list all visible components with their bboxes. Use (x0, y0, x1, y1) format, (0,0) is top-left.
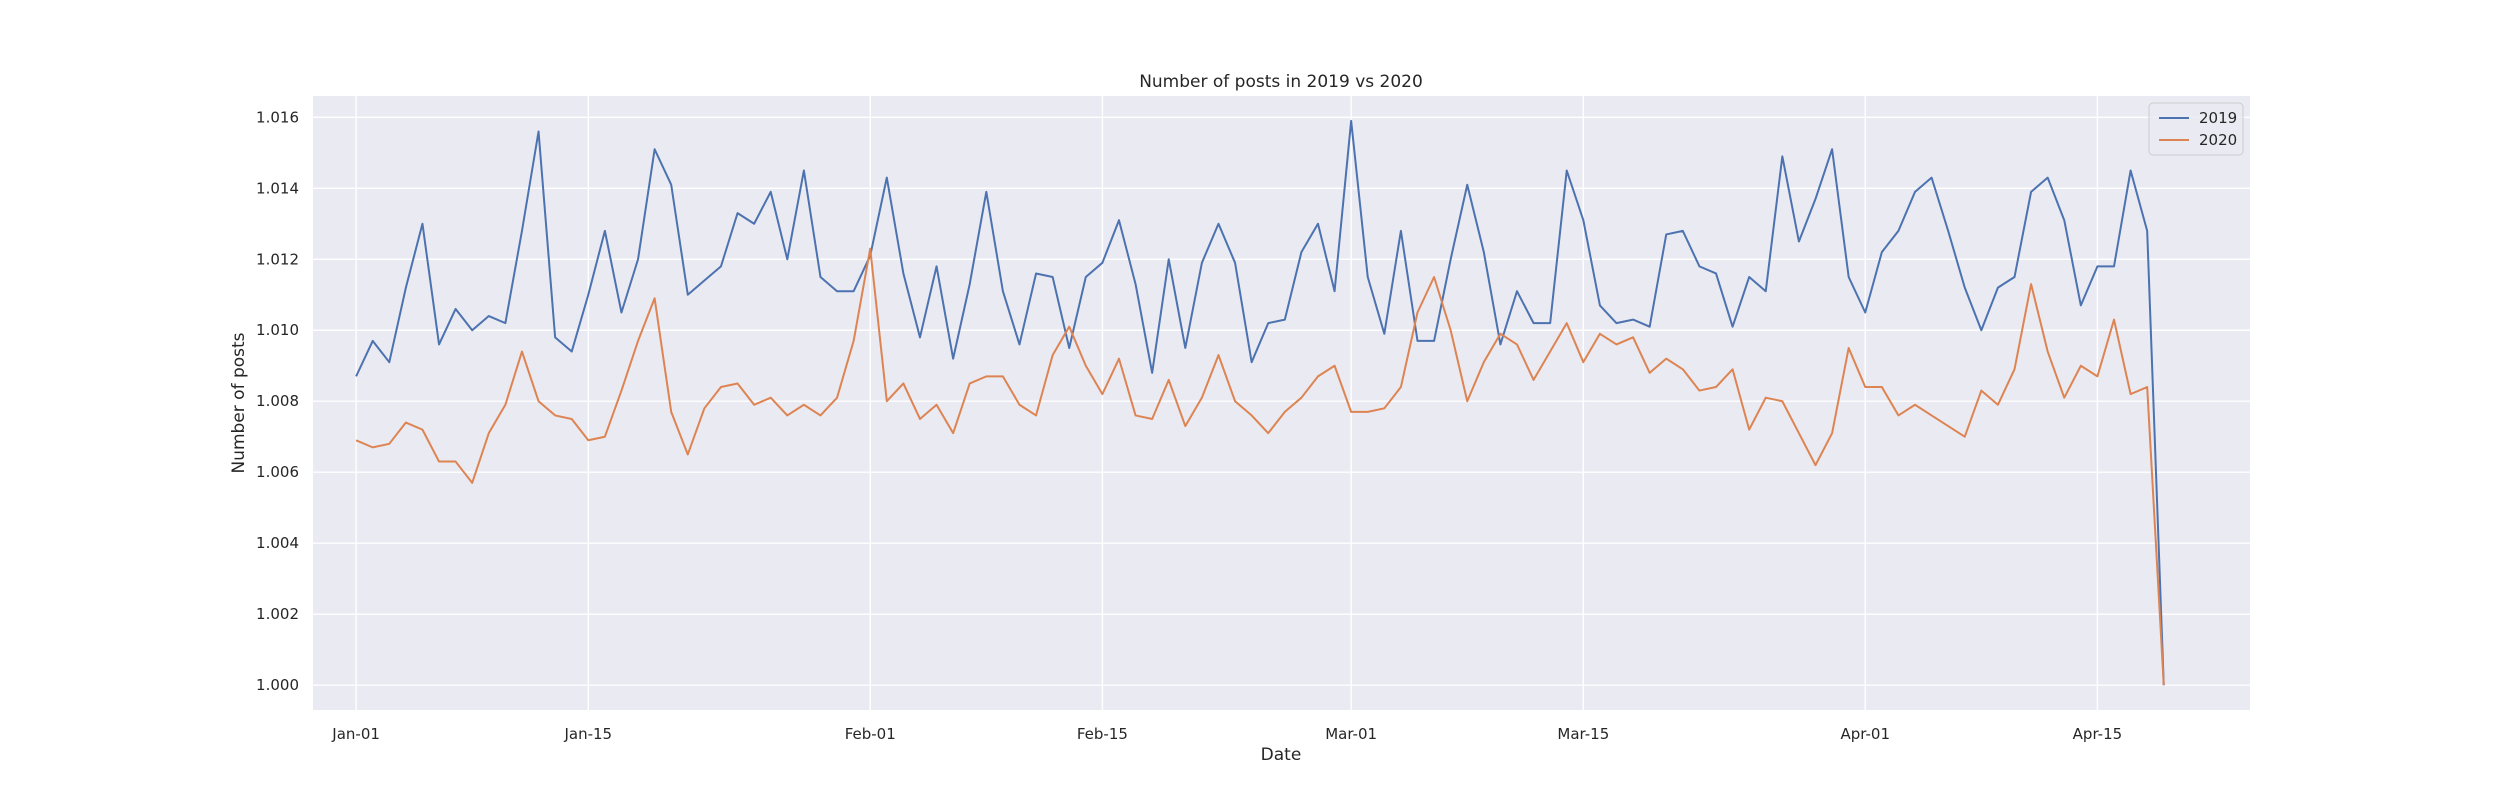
y-axis-label: Number of posts (229, 332, 249, 473)
x-tick-label: Jan-15 (563, 725, 612, 743)
y-tick-label: 1.012 (256, 250, 299, 268)
y-tick-label: 1.016 (256, 108, 299, 126)
x-tick-label: Feb-01 (845, 725, 896, 743)
x-tick-label: Jan-01 (331, 725, 380, 743)
y-tick-label: 1.008 (256, 392, 299, 410)
x-tick-label: Mar-15 (1557, 725, 1609, 743)
legend-entry: 2020 (2199, 131, 2237, 149)
y-tick-label: 1.004 (256, 534, 299, 552)
y-tick-label: 1.002 (256, 605, 299, 623)
x-tick-label: Feb-15 (1077, 725, 1128, 743)
series-lines (355, 119, 2165, 686)
legend-entry: 2019 (2199, 109, 2237, 127)
x-axis-label: Date (1261, 745, 1302, 765)
series-line-2019 (355, 119, 2165, 686)
tick-labels: 1.000 1.002 1.004 1.006 1.008 1.010 1.012 1.014… (256, 108, 2122, 743)
y-tick-label: 1.006 (256, 463, 299, 481)
y-tick-label: 1.014 (256, 179, 299, 197)
plot-area (313, 96, 2250, 710)
legend-box (2148, 102, 2244, 156)
legend: 2019 2020 (2148, 102, 2244, 156)
x-tick-label: Apr-15 (2073, 725, 2123, 743)
x-tick-label: Mar-01 (1325, 725, 1377, 743)
y-tick-label: 1.010 (256, 321, 299, 339)
grid-lines (313, 96, 2250, 710)
y-tick-label: 1.000 (256, 676, 299, 694)
chart-title: Number of posts in 2019 vs 2020 (1139, 72, 1423, 92)
x-tick-label: Apr-01 (1841, 725, 1891, 743)
series-line-2020 (355, 247, 2165, 686)
